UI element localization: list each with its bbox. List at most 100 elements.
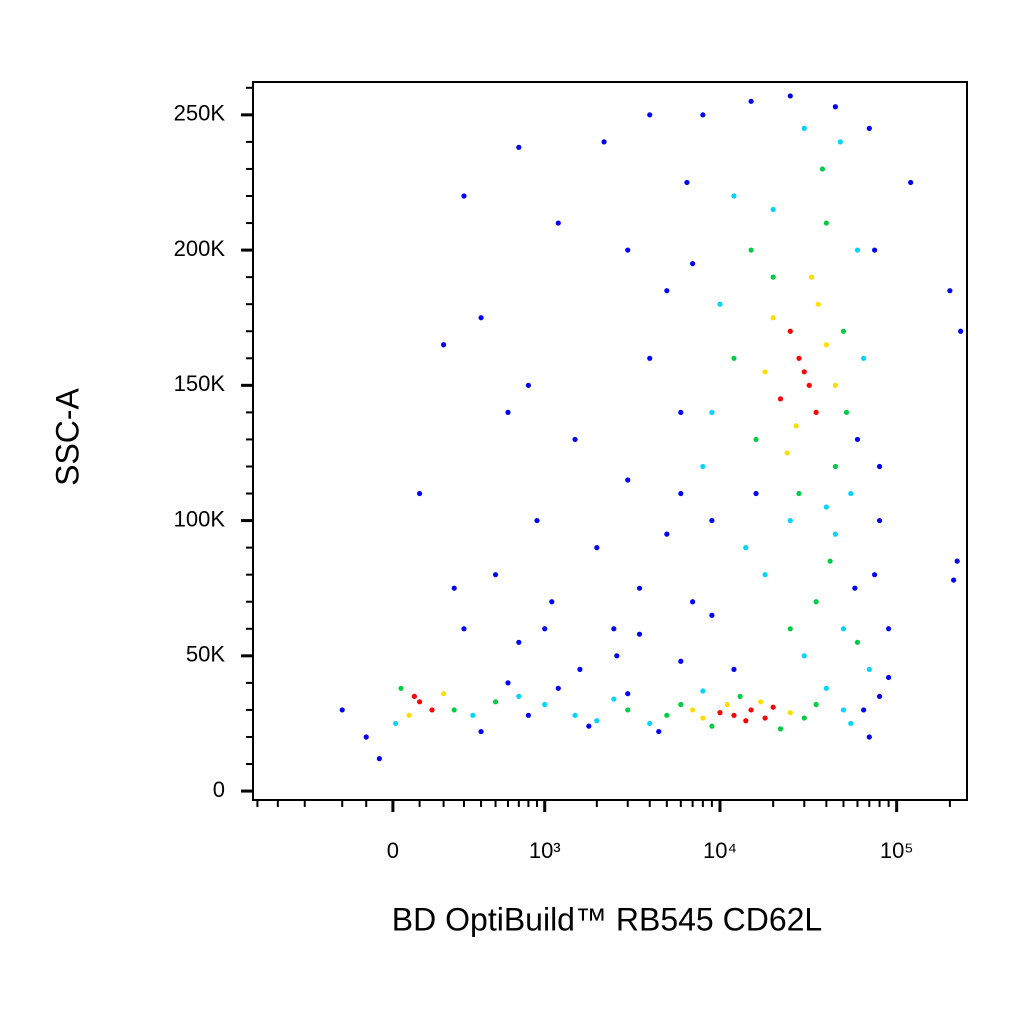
data-point bbox=[614, 653, 620, 659]
data-point bbox=[908, 179, 914, 186]
data-point bbox=[440, 691, 447, 697]
data-point bbox=[731, 712, 737, 718]
data-point bbox=[731, 193, 737, 199]
data-point bbox=[505, 680, 511, 686]
data-point bbox=[690, 599, 696, 605]
data-point bbox=[748, 247, 754, 253]
data-point bbox=[787, 710, 793, 716]
data-point bbox=[748, 98, 754, 104]
data-point bbox=[664, 288, 670, 294]
data-point bbox=[709, 612, 715, 618]
data-point bbox=[492, 699, 499, 705]
data-point bbox=[611, 626, 617, 632]
data-point bbox=[572, 712, 578, 718]
data-point bbox=[416, 699, 423, 705]
data-point bbox=[625, 691, 631, 697]
data-point bbox=[770, 315, 776, 321]
data-point bbox=[840, 707, 847, 713]
data-point bbox=[837, 139, 843, 145]
data-point bbox=[684, 179, 690, 186]
data-point bbox=[737, 693, 743, 700]
data-point bbox=[339, 707, 345, 713]
data-point bbox=[770, 704, 776, 710]
data-point bbox=[461, 626, 467, 632]
data-point bbox=[787, 626, 793, 632]
data-point bbox=[411, 693, 417, 700]
data-point bbox=[594, 718, 600, 724]
data-point bbox=[451, 707, 457, 713]
data-point bbox=[823, 342, 829, 348]
data-point bbox=[753, 490, 759, 497]
data-point bbox=[700, 715, 706, 721]
data-point bbox=[796, 490, 802, 497]
x-tick-label: 10³ bbox=[529, 838, 561, 863]
data-point bbox=[866, 125, 872, 131]
y-tick-label: 100K bbox=[174, 506, 226, 531]
data-point bbox=[700, 688, 706, 694]
data-point bbox=[823, 504, 829, 510]
data-point bbox=[954, 558, 960, 564]
data-point bbox=[406, 712, 412, 718]
plot-frame bbox=[252, 81, 968, 801]
data-point bbox=[848, 490, 854, 497]
data-point bbox=[770, 274, 776, 280]
data-point bbox=[717, 301, 723, 307]
data-point bbox=[876, 463, 883, 470]
data-point bbox=[876, 693, 883, 700]
data-point bbox=[709, 517, 715, 524]
data-point bbox=[854, 436, 861, 443]
data-point bbox=[416, 490, 423, 497]
data-point bbox=[451, 585, 457, 591]
data-point bbox=[625, 477, 631, 483]
data-point bbox=[871, 247, 878, 253]
x-axis-label: BD OptiBuild™ RB545 CD62L bbox=[392, 901, 822, 937]
data-point bbox=[625, 707, 631, 713]
data-point bbox=[731, 666, 737, 672]
data-point bbox=[542, 701, 548, 708]
data-point bbox=[555, 220, 561, 226]
data-point bbox=[743, 545, 749, 551]
data-point bbox=[827, 558, 833, 564]
data-point bbox=[461, 193, 467, 199]
data-point bbox=[376, 756, 382, 762]
data-point bbox=[393, 720, 399, 727]
data-point bbox=[601, 139, 607, 145]
data-point bbox=[525, 382, 532, 388]
data-point bbox=[832, 382, 838, 388]
data-point bbox=[429, 707, 435, 713]
data-point bbox=[709, 723, 715, 729]
data-point bbox=[801, 715, 807, 721]
data-point bbox=[647, 112, 653, 118]
data-point bbox=[958, 328, 964, 334]
data-point bbox=[656, 728, 662, 735]
data-point bbox=[801, 369, 807, 375]
data-point bbox=[398, 685, 404, 691]
data-point bbox=[492, 572, 499, 578]
data-point bbox=[808, 274, 815, 280]
data-point bbox=[440, 342, 447, 348]
data-point bbox=[843, 409, 850, 415]
data-point bbox=[700, 463, 706, 470]
data-point bbox=[823, 685, 829, 691]
data-point bbox=[594, 545, 600, 551]
x-tick-label: 0 bbox=[387, 838, 399, 863]
x-tick-label: 10⁴ bbox=[703, 838, 737, 863]
data-point bbox=[813, 409, 819, 415]
data-point bbox=[885, 626, 892, 632]
data-point bbox=[664, 712, 670, 718]
data-point bbox=[819, 166, 826, 172]
data-point bbox=[555, 685, 561, 691]
data-point bbox=[871, 572, 878, 578]
data-point bbox=[743, 718, 749, 724]
data-point bbox=[478, 728, 484, 735]
data-point bbox=[796, 355, 802, 361]
data-point bbox=[690, 707, 696, 713]
y-tick-label: 0 bbox=[213, 777, 225, 802]
data-point bbox=[854, 639, 861, 645]
data-point bbox=[866, 666, 872, 672]
data-point bbox=[748, 707, 754, 713]
data-point bbox=[758, 699, 764, 705]
data-point bbox=[363, 734, 369, 740]
data-point bbox=[793, 423, 799, 429]
